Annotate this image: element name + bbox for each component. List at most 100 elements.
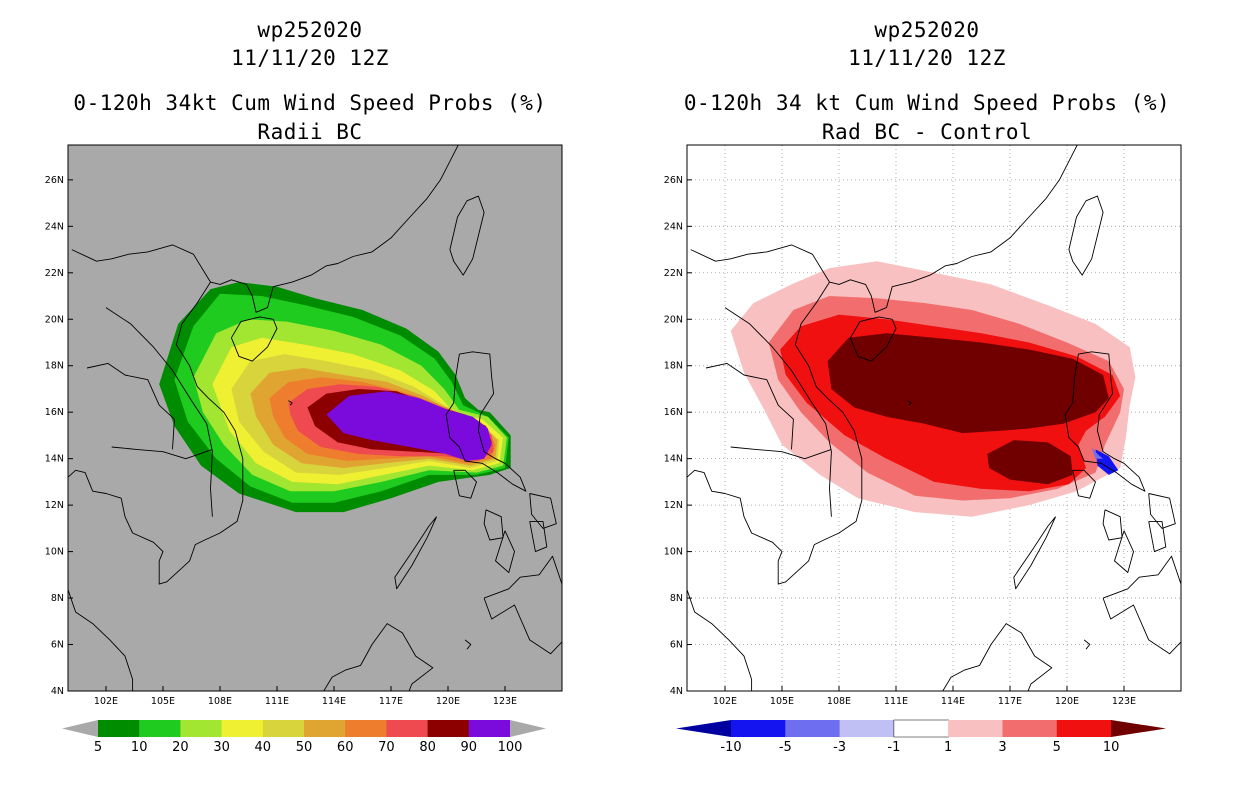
prob-contour-90: [326, 391, 492, 461]
coastline-taiwan: [1068, 195, 1104, 276]
colorbar-label-10: 10: [131, 740, 148, 755]
x-tick-label-102E: 102E: [94, 696, 118, 707]
x-tick-label-114E: 114E: [941, 696, 965, 707]
colorbar-label-30: 30: [213, 740, 230, 755]
coastline-palawan: [394, 516, 438, 590]
coastline-negros: [495, 530, 515, 573]
coastline-borneo: [323, 623, 434, 691]
right-title-2: 11/11/20 12Z: [848, 46, 1006, 70]
y-tick-label-4N: 4N: [51, 686, 64, 697]
colorbar-swatch-70: [386, 720, 429, 737]
coastline-paracel: [907, 400, 912, 406]
left-map-panel: 102E 105E 108E 111E 114E 117E 120E 123E 4N 6N 8N 10…: [45, 144, 563, 755]
colorbar-low-extension: [676, 720, 731, 737]
left-colorbar: 5 10 20 30 40 50 60 70 80 90 100: [62, 720, 546, 755]
colorbar-swatch-90: [468, 720, 511, 737]
diff-contour--5: [1095, 449, 1119, 475]
right-axis-ticks: 102E 105E 108E 111E 114E 117E 120E 123E 4N 6N 8N 10…: [664, 175, 1136, 707]
coastline-leyte: [529, 520, 548, 553]
colorbar-swatch-30: [221, 720, 264, 737]
y-tick-label-18N: 18N: [664, 361, 683, 372]
left-axis-ticks: 102E 105E 108E 111E 114E 117E 120E 123E 4N 6N 8N 10…: [45, 175, 517, 707]
coastline-mindoro: [1072, 469, 1096, 499]
coastline-samar: [529, 493, 557, 529]
left-title-1: wp252020: [257, 18, 363, 42]
x-tick-label-111E: 111E: [884, 696, 908, 707]
y-tick-label-6N: 6N: [51, 640, 64, 651]
colorbar-swatch-60: [345, 720, 387, 737]
colorbar-swatch-40: [262, 720, 305, 737]
colorbar-label--5: -5: [779, 740, 792, 755]
y-tick-label-8N: 8N: [670, 593, 683, 604]
left-map-frame: [67, 144, 563, 692]
y-tick-label-6N: 6N: [670, 640, 683, 651]
left-title-2: 11/11/20 12Z: [231, 46, 389, 70]
colorbar-label-50: 50: [296, 740, 313, 755]
right-coastlines: [687, 145, 1181, 691]
y-tick-label-12N: 12N: [664, 500, 683, 511]
coastline-vietnam: [687, 281, 863, 585]
colorbar-label--1: -1: [887, 740, 900, 755]
x-tick-label-117E: 117E: [379, 696, 403, 707]
coastline-mindanao: [483, 555, 562, 655]
colorbar-swatch-80: [427, 720, 470, 737]
left-probability-fills: [159, 282, 511, 513]
coastline-vietnam: [68, 281, 244, 585]
coastline-negros: [1114, 530, 1134, 573]
coastline-interior3: [705, 362, 794, 450]
coastline-interior: [724, 307, 832, 517]
left-title-3: 0-120h 34kt Cum Wind Speed Probs (%): [73, 91, 547, 115]
colorbar-swatch-2: [839, 720, 895, 737]
right-colorbar: -10 -5 -3 -1 1 3 5 10: [676, 719, 1167, 755]
coastline-sulu: [464, 639, 472, 650]
colorbar-swatch-1: [785, 720, 841, 737]
coastline-mindoro: [453, 469, 477, 499]
right-title-4: Rad BC - Control: [821, 120, 1033, 144]
y-tick-label-26N: 26N: [664, 175, 683, 186]
coastline-malaypen: [68, 505, 134, 691]
x-tick-label-108E: 108E: [827, 696, 851, 707]
colorbar-label-5: 5: [1053, 740, 1061, 755]
colorbar-label-100: 100: [498, 740, 523, 755]
right-title-3: 0-120h 34 kt Cum Wind Speed Probs (%): [683, 91, 1171, 115]
colorbar-label-5: 5: [94, 740, 102, 755]
y-tick-label-14N: 14N: [664, 454, 683, 465]
colorbar-label-60: 60: [337, 740, 354, 755]
y-tick-label-24N: 24N: [664, 221, 683, 232]
colorbar-swatch-5: [98, 720, 140, 737]
x-tick-label-105E: 105E: [151, 696, 175, 707]
colorbar-label--3: -3: [833, 740, 846, 755]
coastline-panay: [483, 509, 504, 541]
coastline-interior2: [730, 446, 832, 460]
colorbar-label-80: 80: [419, 740, 436, 755]
y-tick-label-16N: 16N: [45, 407, 64, 418]
colorbar-high-extension: [510, 720, 546, 737]
colorbar-label-3: 3: [998, 740, 1006, 755]
coastline-mindanao: [1102, 555, 1181, 655]
colorbar-label--10: -10: [720, 740, 741, 755]
y-tick-label-10N: 10N: [45, 547, 64, 558]
coastline-interior: [105, 307, 213, 517]
coastline-taiwan: [449, 195, 485, 276]
coastline-panay: [1102, 509, 1123, 541]
x-tick-label-123E: 123E: [1112, 696, 1136, 707]
y-tick-label-10N: 10N: [664, 547, 683, 558]
x-tick-label-120E: 120E: [1055, 696, 1079, 707]
coastline-hainan: [230, 316, 278, 362]
colorbar-label-10: 10: [1103, 740, 1120, 755]
coastline-malaypen: [687, 505, 753, 691]
coastline-leyte: [1148, 520, 1167, 553]
coastline-palawan: [1013, 516, 1057, 590]
coastline-hainan: [849, 316, 897, 362]
colorbar-label-40: 40: [255, 740, 272, 755]
x-tick-label-114E: 114E: [322, 696, 346, 707]
x-tick-label-117E: 117E: [998, 696, 1022, 707]
colorbar-swatch-50: [304, 720, 346, 737]
right-title-1: wp252020: [874, 18, 980, 42]
diff-contour-10-secondary: [987, 440, 1073, 485]
x-tick-label-123E: 123E: [493, 696, 517, 707]
colorbar-swatch-5: [1002, 720, 1058, 737]
y-tick-label-8N: 8N: [51, 593, 64, 604]
colorbar-swatch-0: [731, 720, 786, 737]
